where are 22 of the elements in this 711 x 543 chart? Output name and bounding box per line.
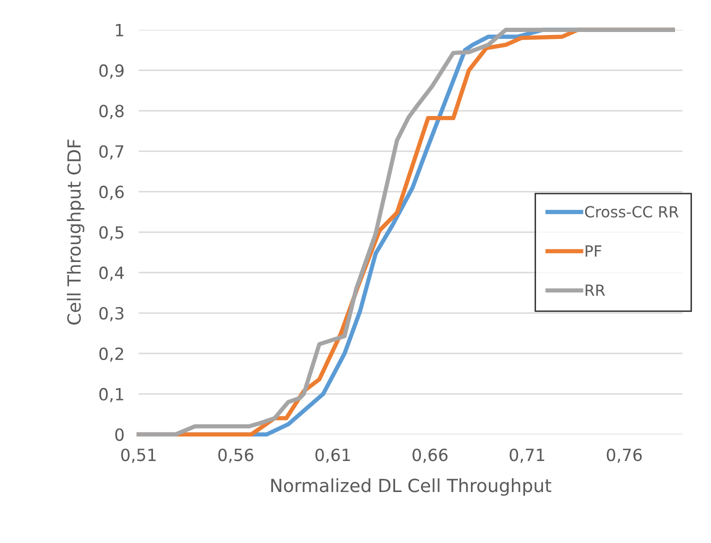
x-tick-label: 0,76 (606, 448, 642, 463)
y-tick-label: 0,4 (99, 266, 124, 281)
y-tick-label: 0,2 (99, 347, 124, 362)
y-tick-label: 0,1 (99, 388, 124, 402)
y-tick-label: 0,7 (99, 145, 124, 160)
x-tick-label: 0,51 (121, 448, 156, 463)
y-axis-title: Cell Throughput CDF (66, 140, 84, 325)
legend-label: PF (586, 245, 602, 257)
x-tick-label: 0,71 (510, 448, 544, 463)
y-tick-label: 1 (116, 24, 124, 36)
y-tick-label: 0,5 (99, 226, 124, 240)
y-tick-label: 0,3 (99, 307, 124, 322)
x-tick-label: 0,61 (315, 448, 350, 463)
x-axis-title: Normalized DL Cell Throughput (271, 478, 552, 496)
x-tick-label: 0,66 (412, 448, 448, 463)
legend-label: RR (586, 284, 605, 296)
y-tick-label: 0,8 (99, 104, 124, 120)
y-tick-label: 0,9 (99, 64, 124, 79)
x-tick-label: 0,56 (218, 448, 254, 463)
y-tick-label: 0 (115, 428, 124, 441)
y-tick-label: 0,6 (99, 186, 124, 200)
legend-label: Cross-CC RR (585, 206, 679, 218)
